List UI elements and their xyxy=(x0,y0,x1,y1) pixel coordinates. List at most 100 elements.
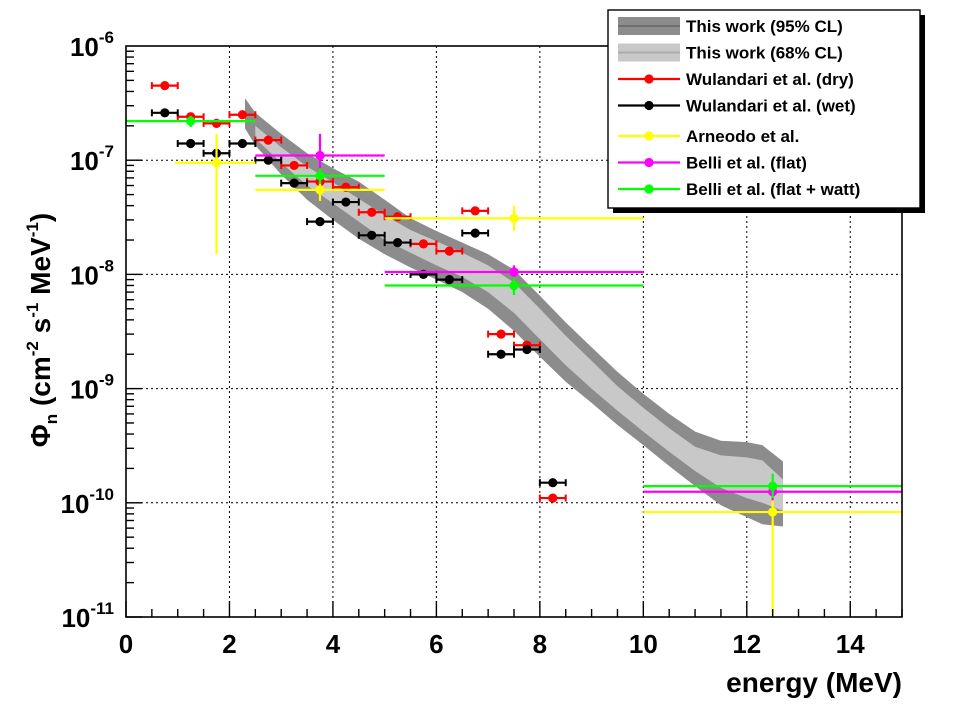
data-marker xyxy=(470,206,480,216)
legend-label: Belli et al. (flat) xyxy=(686,154,807,173)
y-tick-label-exp: -10 xyxy=(89,485,114,504)
x-tick-label: 10 xyxy=(629,629,658,659)
x-tick-label: 2 xyxy=(222,629,236,659)
y-axis-title-sub: n xyxy=(42,414,61,424)
data-marker xyxy=(289,160,299,171)
data-point xyxy=(150,108,179,118)
data-marker xyxy=(186,116,196,126)
y-axis-title-exp3: -1 xyxy=(23,222,42,237)
data-marker xyxy=(237,138,247,149)
x-tick-label: 8 xyxy=(533,629,547,659)
data-point xyxy=(255,180,385,201)
x-tick-label: 0 xyxy=(119,629,133,659)
data-point xyxy=(538,478,567,488)
data-series xyxy=(126,81,902,617)
data-marker xyxy=(341,197,351,207)
band-68-cl xyxy=(255,125,784,511)
data-marker xyxy=(548,493,558,503)
legend-label: Belli et al. (flat + watt) xyxy=(686,180,860,199)
data-point xyxy=(643,473,902,499)
data-marker xyxy=(522,344,532,355)
series-wulandari-et-al-dry xyxy=(150,81,567,503)
data-point xyxy=(538,493,567,503)
legend-item: This work (95% CL) xyxy=(618,17,843,36)
data-marker xyxy=(393,212,403,222)
data-marker xyxy=(768,507,778,517)
x-tick-label: 14 xyxy=(836,629,865,659)
legend-label: This work (68% CL) xyxy=(686,44,843,63)
y-tick-label: 10-10 xyxy=(61,485,115,519)
y-axis-title-base: Φ xyxy=(25,424,56,447)
data-marker xyxy=(315,185,325,195)
y-tick-label: 10-7 xyxy=(70,142,114,176)
legend-label: Wulandari et al. (dry) xyxy=(686,70,854,89)
data-marker xyxy=(509,280,519,291)
data-point xyxy=(306,216,334,227)
data-marker xyxy=(418,239,429,249)
y-tick-label: 10-9 xyxy=(70,371,114,405)
y-tick-label-exp: -6 xyxy=(99,28,114,47)
data-marker xyxy=(211,158,222,168)
data-point xyxy=(126,115,256,128)
data-point xyxy=(280,178,309,188)
y-tick-label-exp: -9 xyxy=(99,371,114,390)
y-tick-label-base: 10 xyxy=(61,603,90,633)
legend-label: Wulandari et al. (wet) xyxy=(686,97,856,116)
data-marker xyxy=(548,478,558,488)
legend-label: Arneodo et al. xyxy=(686,127,799,146)
y-tick-label-exp: -11 xyxy=(90,599,114,618)
data-point xyxy=(331,197,360,207)
data-point xyxy=(280,160,309,171)
data-point xyxy=(435,246,464,256)
x-tick-label: 6 xyxy=(429,629,443,659)
legend-item: Belli et al. (flat + watt) xyxy=(618,180,860,199)
data-point xyxy=(357,207,386,217)
data-point xyxy=(228,110,257,120)
y-tick-label-exp: -8 xyxy=(99,256,114,275)
y-tick-label-base: 10 xyxy=(61,489,90,519)
x-tick-label: 12 xyxy=(732,629,761,659)
y-axis-title-exp1: -2 xyxy=(23,341,42,356)
y-axis-title: Φn (cm-2 s-1 MeV-1) xyxy=(23,213,61,447)
data-point xyxy=(383,237,412,248)
data-marker xyxy=(509,213,519,223)
data-marker xyxy=(263,155,273,165)
y-tick-label-base: 10 xyxy=(70,32,99,62)
legend-marker xyxy=(644,157,654,168)
legend-marker xyxy=(644,131,654,141)
data-point xyxy=(176,138,205,149)
legend-item: Wulandari et al. (wet) xyxy=(618,97,856,116)
data-marker xyxy=(315,216,325,227)
data-point xyxy=(175,133,256,255)
legend-item: This work (68% CL) xyxy=(618,43,843,63)
y-tick-label-exp: -7 xyxy=(99,142,114,161)
data-point xyxy=(461,228,490,238)
data-marker xyxy=(315,171,325,181)
data-point xyxy=(228,138,257,149)
data-marker xyxy=(315,150,325,161)
data-marker xyxy=(768,481,778,491)
data-marker xyxy=(393,237,403,248)
y-axis-title-end: ) xyxy=(25,213,56,222)
y-axis-title-text: (cm xyxy=(25,356,56,414)
data-marker xyxy=(237,110,247,120)
y-axis-title-exp2: -1 xyxy=(23,303,42,318)
data-point xyxy=(487,329,515,339)
data-marker xyxy=(496,349,506,359)
data-point xyxy=(513,344,541,355)
data-marker xyxy=(160,81,170,91)
data-marker xyxy=(186,138,196,149)
data-point xyxy=(150,81,179,91)
legend: This work (95% CL) This work (68% CL) Wula… xyxy=(607,9,925,213)
data-point xyxy=(255,168,385,184)
legend-label: This work (95% CL) xyxy=(686,17,843,36)
data-marker xyxy=(160,108,170,118)
data-marker xyxy=(367,230,377,240)
y-tick-label-base: 10 xyxy=(70,375,99,405)
data-marker xyxy=(444,275,454,285)
series-arneodo-et-al xyxy=(175,133,902,617)
data-point xyxy=(435,275,464,285)
legend-item: Belli et al. (flat) xyxy=(618,154,807,173)
